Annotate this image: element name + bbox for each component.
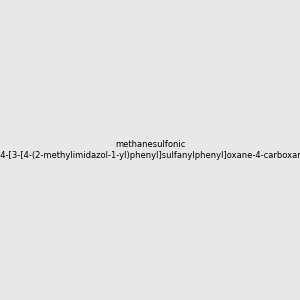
Text: methanesulfonic acid;4-[3-[4-(2-methylimidazol-1-yl)phenyl]sulfanylphenyl]oxane-: methanesulfonic acid;4-[3-[4-(2-methylim…	[0, 140, 300, 160]
